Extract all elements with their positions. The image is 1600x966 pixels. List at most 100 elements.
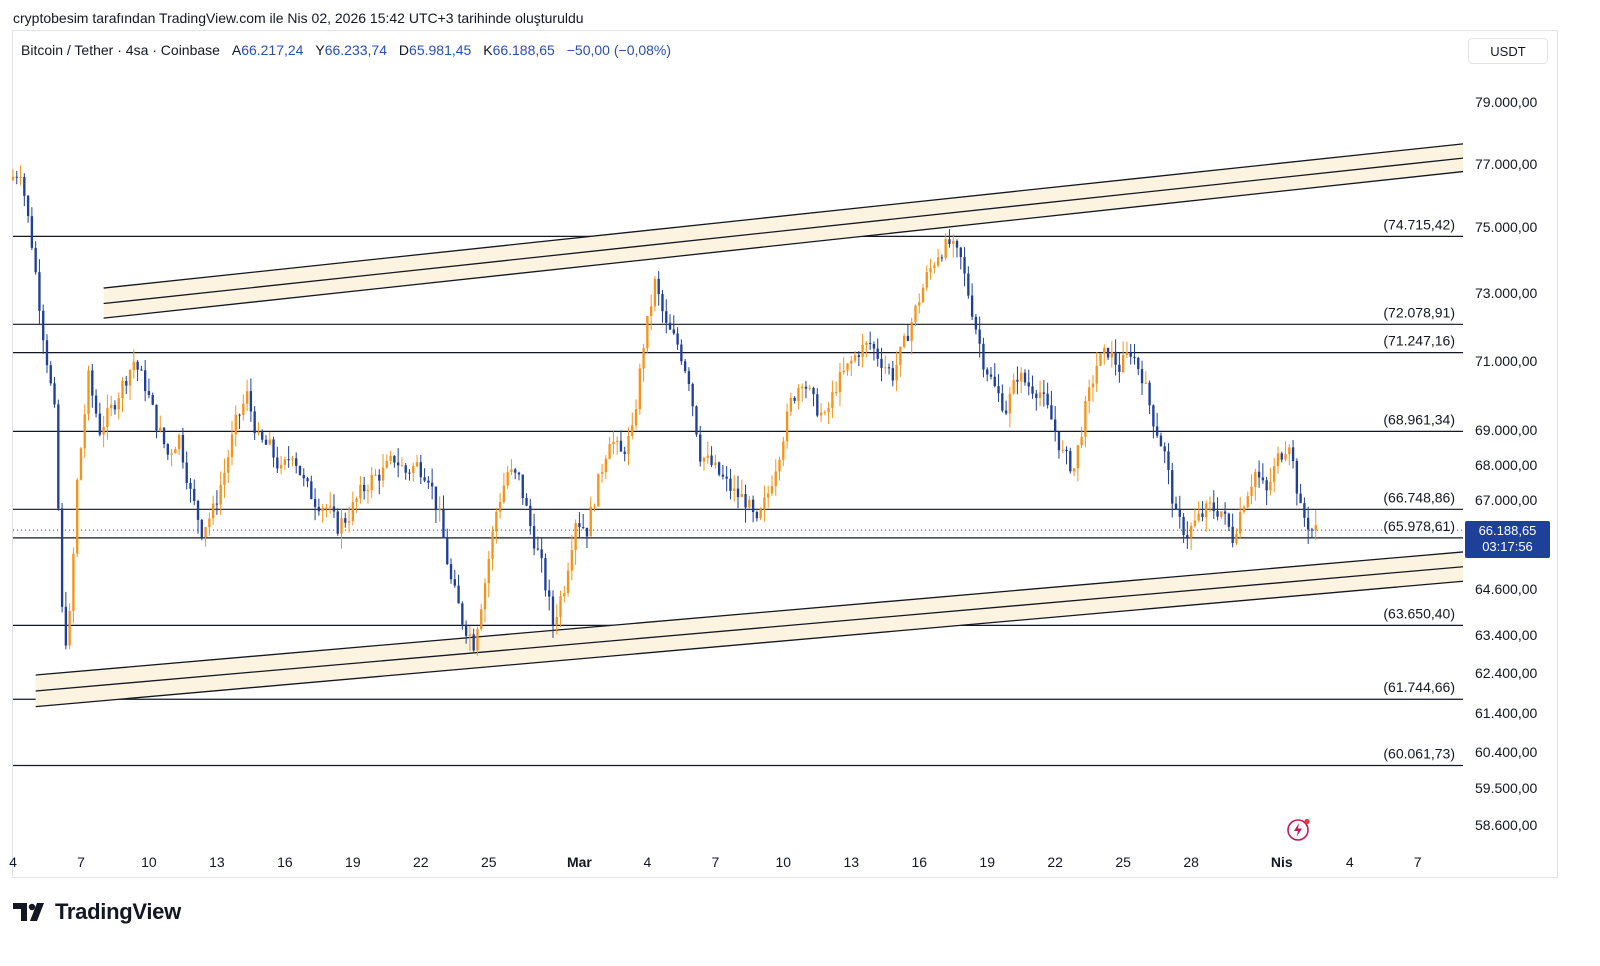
candle-up: [283, 459, 287, 465]
candle-up: [502, 485, 506, 503]
candle-down: [1106, 347, 1110, 358]
current-price: 66.188,65: [1478, 523, 1537, 538]
candle-down: [1035, 393, 1038, 399]
candle-down: [1307, 517, 1310, 530]
candle-down: [1231, 526, 1234, 544]
candle-up: [385, 460, 388, 468]
candle-up: [340, 518, 343, 534]
candle-down: [249, 391, 253, 412]
candle-up: [653, 278, 657, 307]
candle-down: [136, 361, 139, 370]
candle-down: [1186, 535, 1189, 538]
candle-up: [1038, 392, 1042, 399]
candle-up: [11, 176, 15, 180]
candle-up: [778, 459, 781, 472]
candle-down: [1291, 447, 1295, 461]
y-tick-label: 67.000,00: [1475, 492, 1537, 508]
candle-up: [782, 441, 785, 460]
candle-up: [634, 409, 638, 426]
level-label: (66.748,86): [1383, 489, 1455, 505]
candle-up: [593, 506, 596, 508]
level-labels: (74.715,42) (72.078,91) (71.247,16) (68.961…: [1383, 216, 1455, 761]
chart-frame: [12, 30, 1558, 878]
candle-up: [597, 473, 600, 507]
candle-down: [1155, 426, 1159, 436]
candle-down: [1031, 386, 1034, 394]
candle-up: [106, 408, 109, 428]
candle-down: [755, 512, 759, 519]
current-price-badge: 66.188,65 03:17:56: [1465, 521, 1550, 558]
candle-up: [227, 457, 230, 473]
candle-down: [446, 538, 449, 565]
candle-up: [733, 488, 736, 491]
candle-down: [691, 383, 694, 407]
candle-down: [38, 272, 41, 311]
candle-up: [615, 440, 619, 442]
candle-up: [559, 596, 562, 618]
candle-up: [1242, 507, 1246, 512]
candle-down: [948, 239, 951, 244]
candle-up: [797, 388, 800, 401]
candle-down: [30, 216, 34, 248]
candle-up: [102, 427, 105, 435]
candle-up: [642, 348, 645, 369]
candle-down: [427, 480, 430, 483]
trend-channels: [35, 143, 1464, 708]
channel-line-lower: [35, 580, 1464, 708]
candle-up: [268, 439, 271, 445]
candle-down: [193, 488, 196, 501]
tradingview-logo-icon: [13, 903, 44, 921]
candle-down: [1223, 511, 1227, 514]
candle-down: [461, 603, 464, 625]
candle-down: [906, 335, 910, 341]
candle-up: [1314, 525, 1317, 531]
candle-up: [918, 302, 921, 306]
candle-down: [310, 481, 313, 500]
candle-down: [1310, 529, 1314, 531]
candle-up: [910, 321, 913, 341]
candle-down: [1069, 451, 1072, 472]
candle-down: [1004, 410, 1008, 414]
candle-down: [1261, 477, 1265, 481]
candle-up: [759, 509, 762, 519]
candle-up: [1205, 503, 1208, 517]
symbol-name[interactable]: Bitcoin / Tether · 4sa · Coinbase: [21, 42, 220, 58]
candle-down: [302, 474, 305, 479]
tradingview-logo[interactable]: TradingView: [13, 899, 181, 925]
currency-selector[interactable]: USDT: [1468, 38, 1548, 64]
candle-down: [1133, 356, 1136, 358]
candle-down: [1163, 446, 1166, 452]
candle-down: [793, 397, 796, 401]
candle-down: [974, 316, 978, 330]
close-label: K: [483, 42, 493, 58]
candle-up: [631, 425, 634, 436]
candle-down: [1174, 503, 1178, 510]
candle-up: [604, 458, 608, 473]
candle-down: [1140, 369, 1144, 384]
candle-down: [582, 527, 585, 529]
candle-down: [287, 459, 290, 461]
candle-up: [740, 494, 743, 498]
x-tick-label: 7: [77, 854, 85, 870]
y-tick-label: 63.400,00: [1475, 627, 1537, 643]
candle-up: [763, 497, 766, 510]
candle-down: [125, 381, 128, 386]
candle-down: [993, 376, 996, 387]
symbol-legend[interactable]: Bitcoin / Tether · 4sa · Coinbase A66.21…: [21, 42, 671, 58]
candle-down: [623, 451, 626, 454]
change-value: −50,00 (−0,08%): [566, 42, 672, 58]
open-label: A: [231, 42, 242, 58]
candle-up: [785, 411, 789, 442]
candle-down: [253, 411, 256, 434]
candle-down: [1216, 511, 1219, 517]
flash-icon[interactable]: [1286, 818, 1310, 842]
candle-up: [865, 343, 868, 345]
y-tick-label: 64.600,00: [1475, 581, 1537, 597]
candle-down: [1152, 405, 1155, 427]
candle-down: [453, 579, 456, 586]
candle-up: [83, 414, 86, 449]
x-tick-label: 4: [643, 854, 651, 870]
candle-down: [181, 434, 185, 463]
candle-up: [612, 441, 615, 445]
